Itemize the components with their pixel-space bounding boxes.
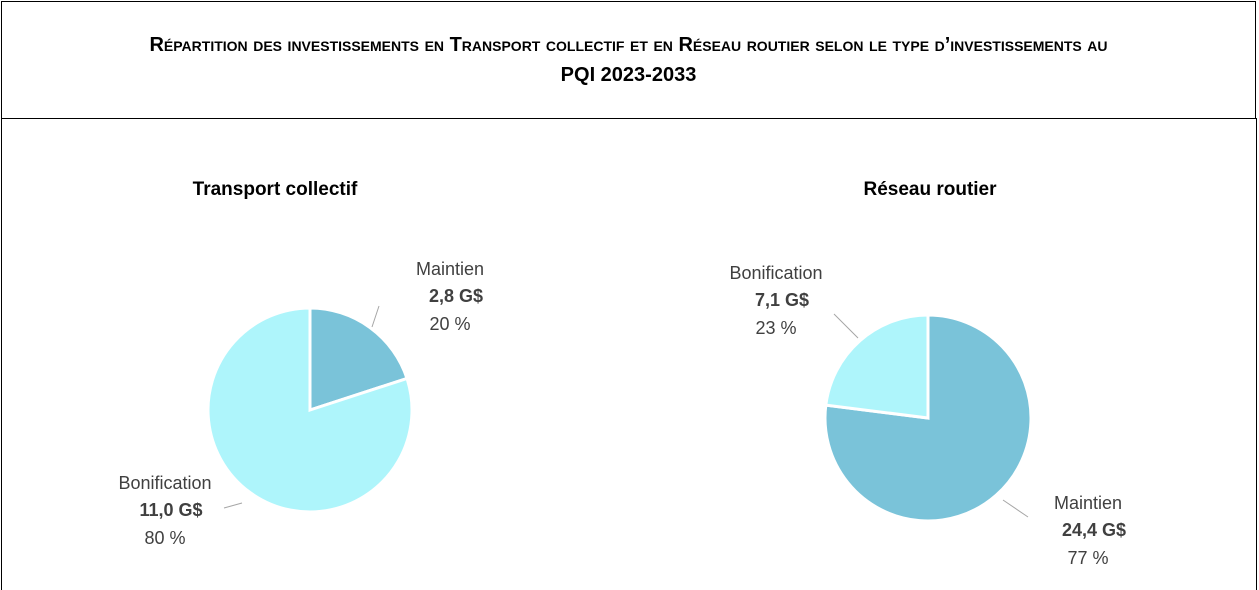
percent-label: 80 % [144, 528, 185, 548]
title: Répartition des investissements en Trans… [149, 34, 1108, 86]
percent-label: 20 % [429, 314, 470, 334]
leader-line [1002, 499, 1029, 518]
percent-label: 77 % [1067, 548, 1108, 568]
slice-label: Maintien [416, 259, 484, 279]
amount-label: 11,0 G$ [139, 500, 202, 520]
header: Répartition des investissements en Trans… [1, 1, 1256, 119]
chart-title: Réseau routier [863, 179, 997, 200]
slice-label: Maintien [1054, 493, 1122, 513]
amount-label: 7,1 G$ [755, 290, 809, 310]
slice-label: Bonification [118, 473, 211, 493]
chart-title: Transport collectif [193, 179, 358, 200]
pie-slice [308, 306, 409, 413]
amount-label: 24,4 G$ [1062, 520, 1126, 540]
slice-label: Bonification [729, 263, 822, 283]
leader-line [223, 502, 243, 509]
pie-slice [206, 306, 414, 514]
percent-label: 23 % [755, 318, 796, 338]
leader-line [833, 313, 859, 339]
pie-slice [824, 313, 930, 420]
leader-line [371, 305, 380, 328]
amount-label: 2,8 G$ [429, 286, 483, 306]
